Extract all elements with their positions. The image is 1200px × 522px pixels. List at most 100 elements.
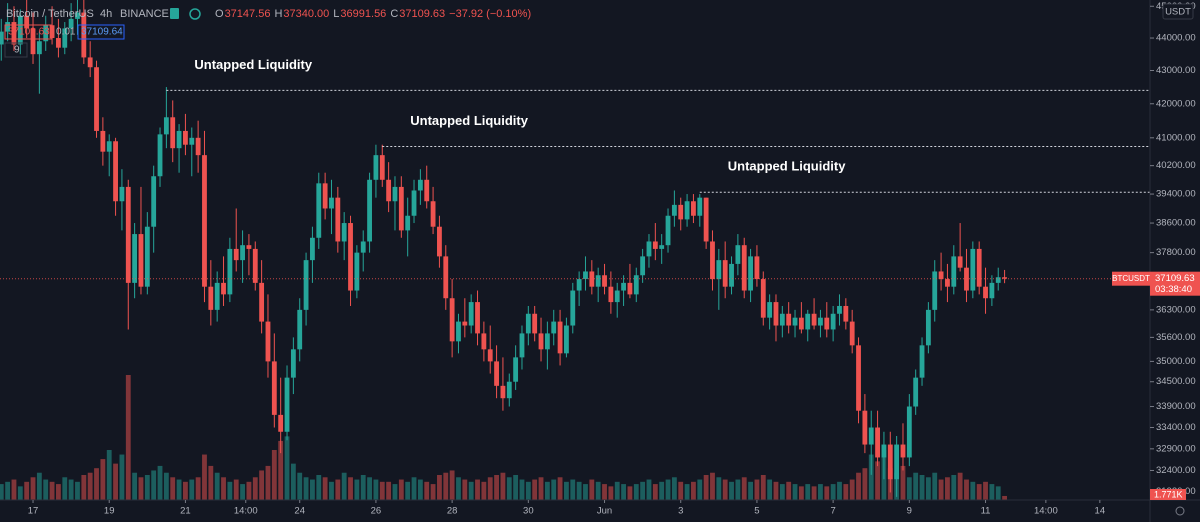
- volume-bar: [957, 472, 963, 500]
- volume-bar: [36, 472, 42, 500]
- candle-body: [195, 137, 201, 156]
- volume-bar: [544, 481, 550, 500]
- candle-body: [386, 179, 392, 202]
- volume-bar: [208, 465, 214, 500]
- volume-bar: [468, 481, 474, 500]
- candle-body: [303, 260, 309, 310]
- y-tick-label: 41000.00: [1156, 132, 1196, 143]
- volume-bar: [786, 481, 792, 500]
- volume-bar: [189, 479, 195, 500]
- candle-body: [659, 245, 665, 249]
- candle-body: [602, 275, 607, 287]
- annotation: Untapped Liquidity: [728, 159, 846, 174]
- candle-body: [367, 179, 372, 242]
- volume-bar: [532, 479, 538, 500]
- candle-body: [144, 226, 150, 287]
- volume-bar: [830, 484, 836, 500]
- candle-body: [494, 361, 499, 386]
- volume-bar: [430, 484, 436, 500]
- status-icon[interactable]: [189, 8, 201, 20]
- candle-body: [684, 201, 690, 220]
- volume-bar: [595, 481, 601, 500]
- y-tick-label: 36300.00: [1156, 304, 1196, 315]
- volume-bar: [773, 481, 779, 500]
- volume-bar: [170, 477, 176, 500]
- x-tick-label: 7: [830, 506, 835, 517]
- candle-body: [945, 279, 950, 287]
- candle-body: [570, 290, 576, 326]
- candle-body: [189, 137, 195, 145]
- volume-bar: [0, 484, 4, 500]
- candle-body: [938, 271, 944, 280]
- volume-bar: [976, 484, 982, 500]
- volume-bar: [214, 472, 220, 500]
- candle-body: [1002, 277, 1007, 279]
- x-tick-label: 24: [294, 506, 305, 517]
- volume-bar: [989, 484, 995, 500]
- volume-bar: [538, 477, 544, 500]
- volume-bar: [805, 484, 811, 500]
- candle-body: [830, 313, 836, 330]
- candle-body: [544, 333, 550, 350]
- price-tag-symbol: BTCUSDT: [1112, 274, 1150, 283]
- volume-bar: [767, 479, 773, 500]
- price-box: [1150, 271, 1200, 296]
- volume-bar: [837, 481, 842, 500]
- candle-body: [157, 134, 163, 177]
- countdown: 03:38:40: [1155, 284, 1192, 295]
- volume-bar: [341, 472, 347, 500]
- volume-bar: [443, 472, 449, 500]
- volume-bar: [335, 479, 341, 500]
- candle-body: [722, 260, 728, 287]
- x-tick-label: 14: [1095, 506, 1106, 517]
- volume-bar: [970, 481, 976, 500]
- volume-bar: [608, 486, 614, 500]
- x-tick-label: 19: [104, 506, 115, 517]
- candle-body: [170, 117, 176, 149]
- volume-bar: [564, 481, 569, 500]
- volume-bar: [30, 477, 36, 500]
- candle-body: [392, 186, 398, 202]
- volume-bar: [310, 479, 315, 500]
- volume-bar: [856, 472, 861, 500]
- volume-bar: [259, 470, 265, 500]
- ask-box[interactable]: [77, 24, 125, 40]
- candle-body: [716, 260, 722, 280]
- bid-box[interactable]: [4, 24, 52, 40]
- indicator-toggle[interactable]: [4, 42, 28, 58]
- ohlc-label: H: [274, 8, 282, 20]
- candle-body: [233, 248, 239, 261]
- ohlc-value: 37340.00: [283, 8, 329, 20]
- candle-body: [767, 302, 773, 318]
- volume-bar: [386, 481, 392, 500]
- candle-body: [379, 155, 385, 180]
- volume-bar: [360, 475, 366, 500]
- y-tick-label: 33900.00: [1156, 401, 1196, 412]
- candle-body: [741, 245, 747, 291]
- candle-body: [729, 263, 734, 287]
- candle-body: [11, 22, 17, 45]
- volume-bar: [519, 479, 525, 500]
- candle-body: [17, 15, 23, 45]
- y-tick-label: 40200.00: [1156, 160, 1196, 171]
- volume-bar: [487, 477, 493, 500]
- volume-bar: [183, 481, 188, 500]
- flag-icon[interactable]: [170, 8, 179, 19]
- candle-body: [5, 22, 11, 32]
- candle-body: [925, 309, 931, 346]
- candle-body: [989, 282, 995, 299]
- candle-body: [341, 223, 347, 242]
- volume-bar: [157, 465, 163, 500]
- candle-body: [811, 313, 817, 326]
- candle-body: [976, 248, 982, 287]
- settings-icon[interactable]: [1175, 506, 1185, 516]
- volume-bar: [56, 484, 61, 500]
- volume-bar: [24, 481, 30, 500]
- currency-box[interactable]: [1162, 3, 1194, 20]
- volume-bar: [290, 463, 296, 500]
- candle-body: [310, 237, 315, 261]
- candle-body: [360, 241, 366, 253]
- volume-bar: [329, 481, 334, 500]
- volume-bar: [271, 450, 277, 500]
- volume-bar: [760, 475, 766, 500]
